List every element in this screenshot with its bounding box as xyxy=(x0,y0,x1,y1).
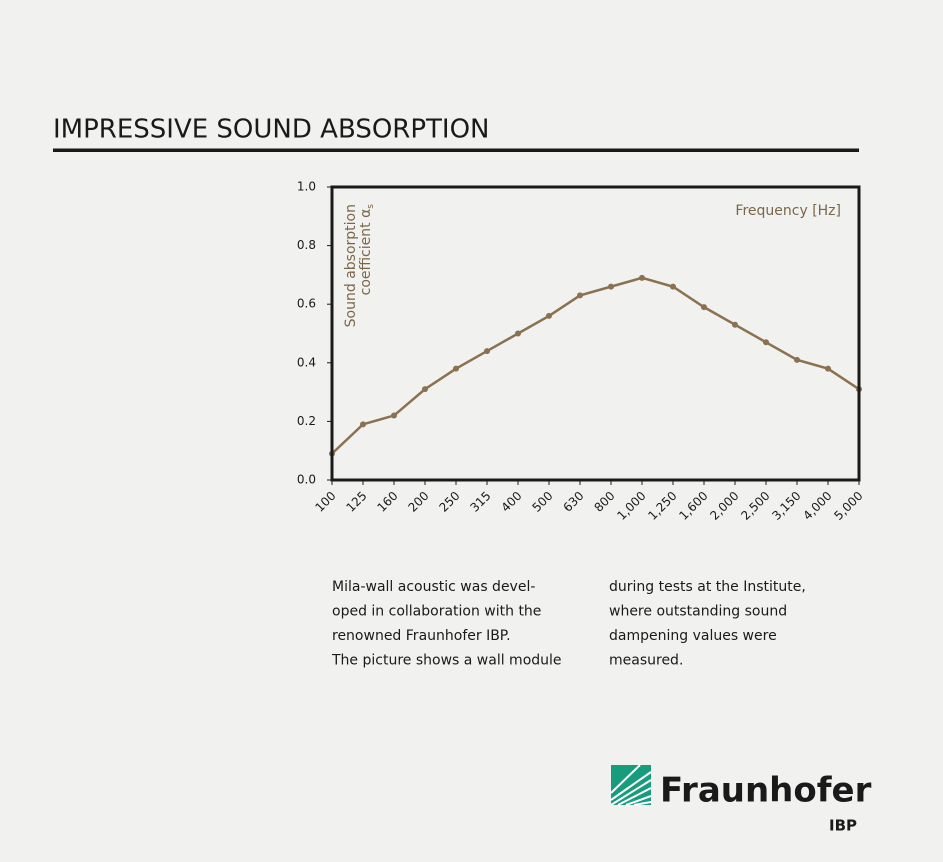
y-tick-label: 0.8 xyxy=(297,238,316,252)
y-tick-label: 0.0 xyxy=(297,473,316,487)
y-tick-label: 0.2 xyxy=(297,414,316,428)
plot-frame xyxy=(330,185,861,482)
data-point xyxy=(732,321,738,328)
data-line xyxy=(331,276,860,455)
logo-stripes xyxy=(610,764,652,806)
logo: Fraunhofer IBP xyxy=(610,764,872,835)
y-axis-label-subscript: s xyxy=(366,204,376,209)
title-rule xyxy=(53,148,859,152)
paragraph-line: Mila-wall acoustic was devel- xyxy=(332,579,535,595)
data-point xyxy=(701,304,707,311)
y-axis-label-line: Sound absorption xyxy=(343,204,359,327)
body-text: Mila-wall acoustic was devel-oped in col… xyxy=(331,579,806,669)
y-axis-label-line: coefficient α xyxy=(358,209,374,296)
paragraph-line: during tests at the Institute, xyxy=(609,579,806,595)
data-point xyxy=(360,421,366,428)
y-tick-label: 1.0 xyxy=(297,180,316,194)
data-point xyxy=(763,339,769,346)
data-point xyxy=(484,348,490,355)
paragraph-line: The picture shows a wall module xyxy=(331,653,562,669)
x-axis-label: Frequency [Hz] xyxy=(735,203,841,219)
data-point xyxy=(391,412,397,419)
data-point xyxy=(577,292,583,299)
paragraph-line: where outstanding sound xyxy=(609,604,787,620)
data-point xyxy=(453,365,459,372)
data-point xyxy=(422,386,428,393)
data-point xyxy=(639,274,645,281)
logo-unit: IBP xyxy=(829,817,857,835)
y-axis-label: coefficient αs xyxy=(358,204,376,296)
data-point xyxy=(794,356,800,363)
logo-name: Fraunhofer xyxy=(660,771,872,811)
paragraph-line: renowned Fraunhofer IBP. xyxy=(332,628,511,644)
data-point xyxy=(825,365,831,372)
page-title: IMPRESSIVE SOUND ABSORPTION xyxy=(53,115,490,145)
data-point xyxy=(608,283,614,290)
paragraph-line: measured. xyxy=(609,653,683,669)
y-tick-label: 0.6 xyxy=(297,297,316,311)
data-point xyxy=(546,312,552,319)
data-point xyxy=(670,283,676,290)
paragraph-line: dampening values were xyxy=(609,628,777,644)
paragraph-line: oped in collaboration with the xyxy=(332,604,541,620)
data-point xyxy=(515,330,521,337)
y-axis-label: Sound absorption xyxy=(343,204,359,327)
y-tick-label: 0.4 xyxy=(297,355,316,369)
